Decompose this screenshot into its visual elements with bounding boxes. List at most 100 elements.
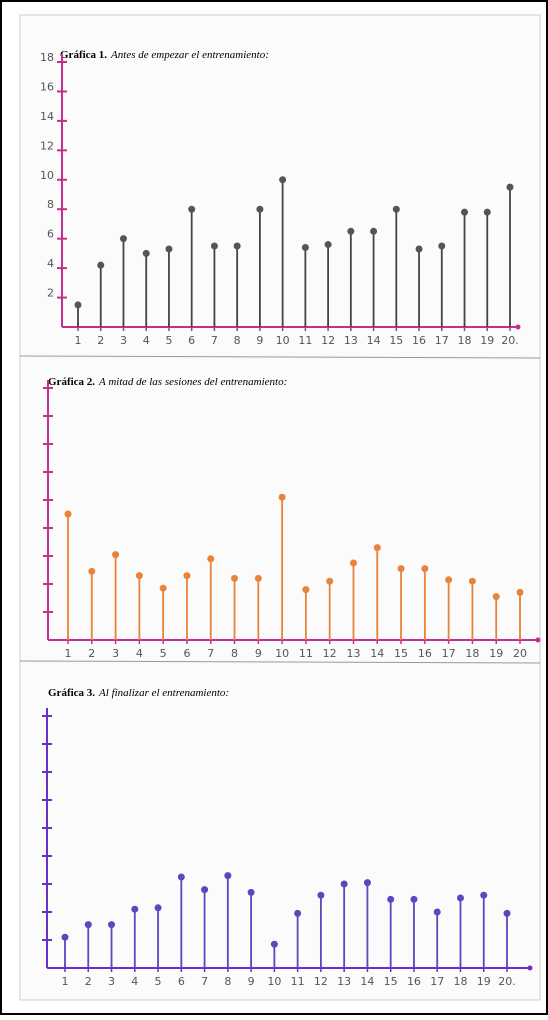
marker xyxy=(201,886,209,894)
x-tick-label: 8 xyxy=(234,334,241,347)
y-tick-label: 18 xyxy=(40,51,54,64)
marker xyxy=(224,872,232,880)
x-tick-label: 18 xyxy=(453,975,467,988)
lollipop xyxy=(61,933,69,968)
lollipop xyxy=(410,895,418,968)
chart-title: Gráfica 2. A mitad de las sesiones del en… xyxy=(48,376,287,388)
marker xyxy=(159,584,167,592)
chart-label: Gráfica 3. xyxy=(48,687,95,699)
x-tick-label: 17 xyxy=(435,334,449,347)
x-tick-label: 20. xyxy=(501,334,519,347)
lollipop xyxy=(108,921,116,968)
marker xyxy=(108,921,116,929)
x-tick-label: 19 xyxy=(489,647,503,660)
x-tick-label: 7 xyxy=(207,647,214,660)
marker xyxy=(256,205,264,213)
y-tick-label: 4 xyxy=(47,257,54,270)
x-tick-label: 1 xyxy=(62,975,69,988)
marker xyxy=(397,565,405,573)
x-tick-label: 13 xyxy=(346,647,360,660)
lollipop xyxy=(201,886,209,968)
x-tick-label: 5 xyxy=(155,975,162,988)
marker xyxy=(247,888,255,896)
marker xyxy=(392,205,400,213)
x-tick-label: 7 xyxy=(211,334,218,347)
chart-label: Gráfica 2. xyxy=(48,376,95,388)
x-tick-label: 14 xyxy=(367,334,381,347)
x-tick-label: 19 xyxy=(477,975,491,988)
axis-end xyxy=(535,637,541,643)
marker xyxy=(433,908,441,916)
marker xyxy=(302,586,310,594)
marker xyxy=(154,904,162,912)
marker xyxy=(207,555,215,563)
marker xyxy=(135,572,143,580)
x-tick-label: 15 xyxy=(394,647,408,660)
x-tick-label: 11 xyxy=(299,647,313,660)
marker xyxy=(88,567,96,575)
marker xyxy=(445,576,453,584)
x-tick-label: 4 xyxy=(136,647,143,660)
marker xyxy=(97,261,105,269)
x-tick-label: 20 xyxy=(513,647,527,660)
marker xyxy=(61,933,69,941)
x-tick-label: 8 xyxy=(224,975,231,988)
x-tick-label: 17 xyxy=(430,975,444,988)
marker xyxy=(64,510,72,518)
marker xyxy=(492,593,500,601)
lollipop xyxy=(492,593,500,640)
x-tick-label: 15 xyxy=(384,975,398,988)
chart-subtitle: A mitad de las sesiones del entrenamient… xyxy=(98,376,287,388)
lollipop xyxy=(370,227,378,327)
chart-title: Gráfica 3. Al finalizar el entrenamiento: xyxy=(48,687,229,699)
lollipop xyxy=(349,559,357,640)
marker xyxy=(324,241,332,249)
x-tick-label: 5 xyxy=(165,334,172,347)
y-tick-label: 16 xyxy=(40,80,54,93)
lollipop xyxy=(177,873,185,968)
lollipop xyxy=(278,493,286,640)
lollipop xyxy=(397,565,405,640)
lollipop xyxy=(119,235,127,327)
y-tick-label: 12 xyxy=(40,139,54,152)
lollipop xyxy=(347,227,355,327)
x-tick-label: 2 xyxy=(97,334,104,347)
lollipop xyxy=(433,908,441,968)
x-tick-label: 2 xyxy=(85,975,92,988)
marker xyxy=(210,242,218,250)
x-tick-label: 16 xyxy=(418,647,432,660)
lollipop xyxy=(301,244,309,327)
marker xyxy=(468,577,476,585)
lollipop xyxy=(207,555,215,640)
lollipop xyxy=(183,572,191,640)
lollipop xyxy=(340,880,348,968)
x-tick-label: 9 xyxy=(256,334,263,347)
y-tick-label: 6 xyxy=(47,228,54,241)
chart-title: Gráfica 1. Antes de empezar el entrenamie… xyxy=(60,49,269,61)
lollipop xyxy=(188,205,196,327)
marker xyxy=(347,227,355,235)
marker xyxy=(438,242,446,250)
lollipop xyxy=(294,909,302,968)
lollipop xyxy=(503,909,511,968)
marker xyxy=(503,909,511,917)
chart-subtitle: Al finalizar el entrenamiento: xyxy=(98,687,229,699)
marker xyxy=(177,873,185,881)
y-tick-label: 10 xyxy=(40,169,54,182)
lollipop xyxy=(279,176,287,327)
chart-subtitle: Antes de empezar el entrenamiento: xyxy=(110,49,269,61)
lollipop xyxy=(74,301,82,327)
lollipop xyxy=(84,921,92,968)
lollipop xyxy=(112,551,120,640)
lollipop xyxy=(516,588,524,640)
lollipop xyxy=(131,905,139,968)
lollipop xyxy=(64,510,72,640)
x-tick-label: 8 xyxy=(231,647,238,660)
marker xyxy=(461,208,469,216)
lollipop xyxy=(270,940,278,968)
x-tick-label: 12 xyxy=(314,975,328,988)
lollipop xyxy=(387,895,395,968)
y-tick-label: 2 xyxy=(47,287,54,300)
x-tick-label: 20. xyxy=(498,975,516,988)
marker xyxy=(131,905,139,913)
